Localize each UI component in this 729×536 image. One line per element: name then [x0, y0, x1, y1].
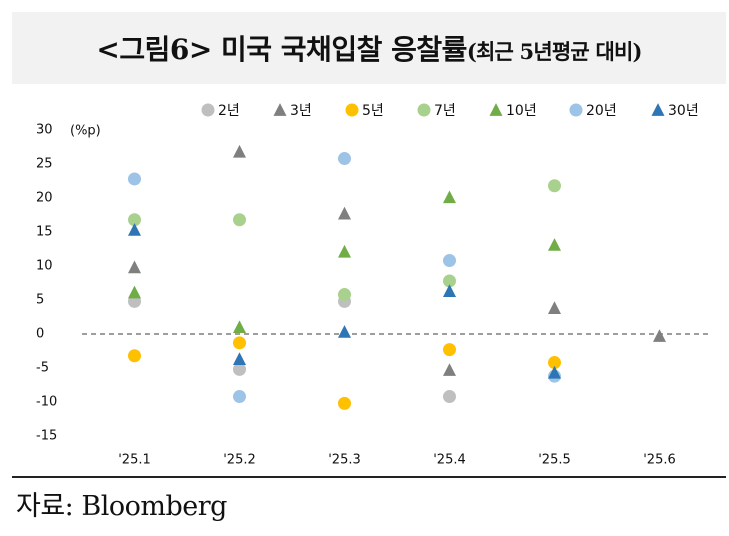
data-point [338, 206, 351, 220]
data-point [233, 352, 246, 366]
data-point [548, 301, 561, 315]
data-point [128, 349, 141, 363]
data-point [443, 274, 456, 288]
y-tick-label: 10 [36, 259, 53, 274]
data-point [548, 179, 561, 193]
data-point [233, 320, 246, 334]
data-point [233, 144, 246, 158]
data-point [233, 390, 246, 404]
x-tick-label: '25.5 [538, 453, 571, 468]
y-tick-label: 30 [36, 123, 53, 138]
chart-title-main: <그림6> 미국 국채입찰 응찰률 [96, 33, 467, 66]
data-point [233, 362, 246, 376]
chart-area: 30 25 20 15 10 5 0 -5 -10 -15 (%p) '25.1 '25.2 '25.3 '… [12, 90, 726, 476]
legend-marker [201, 103, 215, 117]
data-point [548, 356, 561, 370]
legend-label: 20년 [586, 103, 617, 119]
data-point [338, 325, 351, 338]
legend-marker [569, 103, 583, 117]
data-point [338, 152, 351, 166]
legend-label: 7년 [434, 103, 456, 119]
legend-marker [489, 103, 503, 116]
x-tick-label: '25.3 [328, 453, 361, 468]
legend-marker [651, 103, 665, 116]
data-point [443, 390, 456, 404]
data-point [233, 336, 246, 350]
x-tick-label: '25.2 [223, 453, 256, 468]
legend-marker [345, 103, 359, 117]
legend-label: 3년 [290, 103, 312, 119]
data-point [443, 284, 456, 298]
data-point [443, 190, 456, 204]
data-point [128, 172, 141, 186]
y-tick-label: 20 [36, 191, 53, 206]
y-tick-label: 25 [36, 157, 53, 172]
x-tick-label: '25.4 [433, 453, 466, 468]
y-unit-label: (%p) [70, 124, 101, 139]
y-tick-label: 15 [36, 225, 53, 240]
data-point [548, 238, 561, 251]
legend-marker [417, 103, 431, 117]
source-note: 자료: Bloomberg [16, 491, 227, 522]
data-point [128, 213, 141, 227]
scatter-chart: 30 25 20 15 10 5 0 -5 -10 -15 (%p) '25.1 '25.2 '25.3 '… [36, 103, 712, 468]
bottom-rule [12, 476, 726, 478]
y-tick-label: 5 [36, 293, 44, 308]
data-point [128, 260, 141, 274]
y-tick-label: -10 [36, 395, 57, 410]
legend-label: 10년 [506, 103, 537, 119]
y-tick-label: -5 [36, 361, 49, 376]
data-point [338, 244, 351, 258]
data-point [443, 254, 456, 268]
y-tick-label: -15 [36, 429, 57, 444]
chart-subtitle: (최근 5년평균 대비) [466, 39, 643, 64]
data-point [443, 343, 456, 357]
data-point [653, 329, 666, 342]
data-point [443, 363, 456, 376]
data-point [338, 288, 351, 302]
data-point [128, 223, 141, 236]
legend-label: 5년 [362, 103, 384, 119]
x-tick-label: '25.6 [643, 453, 676, 468]
data-point [233, 213, 246, 227]
data-point [548, 365, 561, 379]
chart-title: <그림6> 미국 국채입찰 응찰률(최근 5년평균 대비) [96, 28, 643, 68]
x-tick-label: '25.1 [118, 453, 151, 468]
legend-marker [273, 103, 287, 116]
y-tick-label: 0 [36, 327, 44, 342]
title-bar: <그림6> 미국 국채입찰 응찰률(최근 5년평균 대비) [12, 12, 726, 84]
legend-label: 2년 [218, 103, 240, 119]
data-point [128, 285, 141, 299]
data-point [338, 396, 351, 410]
legend-label: 30년 [668, 103, 699, 119]
